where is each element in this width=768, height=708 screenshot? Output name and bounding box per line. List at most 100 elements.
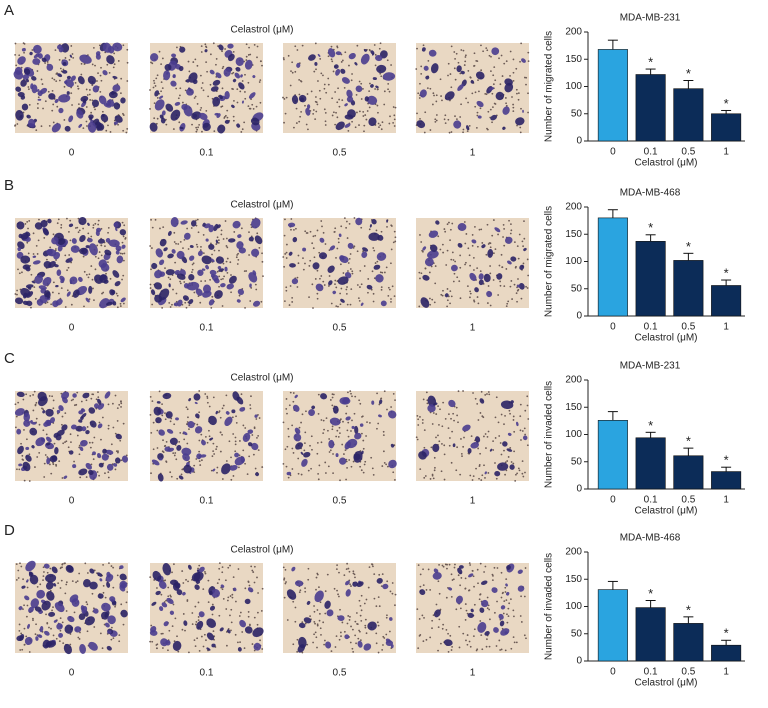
cell	[314, 590, 324, 603]
pore	[420, 272, 423, 275]
cell	[27, 286, 32, 290]
pore	[182, 582, 185, 584]
cell	[22, 74, 30, 80]
cell	[149, 122, 158, 132]
pore	[347, 567, 350, 570]
pore	[114, 394, 117, 397]
pore	[390, 298, 392, 300]
cell	[292, 404, 300, 412]
pore	[149, 245, 152, 247]
pore	[338, 571, 340, 574]
pore	[379, 271, 382, 274]
pore	[335, 435, 338, 438]
pore	[232, 433, 235, 435]
cell	[251, 248, 260, 257]
pore	[32, 253, 35, 255]
error-bar	[721, 279, 732, 286]
pore	[149, 640, 152, 643]
pore	[226, 257, 229, 260]
pore	[287, 427, 290, 430]
pore	[230, 291, 232, 294]
pore	[512, 58, 515, 61]
pore	[417, 647, 420, 650]
cell	[100, 611, 109, 620]
significance-mark: *	[648, 220, 653, 235]
cell	[54, 602, 65, 613]
pore	[369, 82, 371, 85]
pore	[285, 398, 288, 400]
pore	[317, 478, 320, 481]
pore	[420, 241, 423, 243]
cell	[389, 617, 393, 621]
pore	[211, 455, 214, 458]
pore	[44, 100, 47, 103]
pore	[441, 564, 444, 567]
pore	[518, 469, 521, 472]
pore	[43, 237, 46, 239]
pore	[290, 70, 292, 73]
pore	[360, 609, 363, 612]
pore	[346, 303, 349, 306]
cell	[165, 411, 173, 419]
cell	[69, 54, 73, 58]
pore	[314, 234, 317, 237]
y-axis-label: Number of migrated cells	[544, 206, 555, 317]
pore	[301, 621, 304, 624]
pore	[66, 289, 69, 292]
pore	[196, 423, 199, 426]
cell	[100, 263, 110, 272]
pore	[449, 302, 451, 305]
pore	[511, 96, 513, 98]
cell	[112, 42, 123, 52]
pore	[257, 592, 259, 594]
pore	[199, 249, 202, 251]
pore	[286, 412, 288, 415]
pore	[416, 608, 419, 611]
cell	[373, 264, 381, 270]
cell	[504, 78, 513, 86]
pore	[452, 259, 455, 261]
cell	[69, 594, 79, 603]
pore	[80, 400, 83, 403]
pore	[312, 247, 315, 250]
pore	[316, 623, 319, 626]
pore	[380, 585, 383, 588]
pore	[465, 639, 467, 642]
cell	[17, 56, 26, 65]
cell	[46, 420, 52, 425]
pore	[112, 637, 115, 640]
pore	[230, 274, 232, 276]
cell	[346, 89, 353, 98]
pore	[40, 125, 43, 128]
pore	[182, 613, 185, 615]
pore	[453, 51, 456, 53]
pore	[505, 305, 508, 308]
pore	[377, 111, 379, 114]
cell	[180, 220, 188, 225]
pore	[431, 473, 434, 476]
pore	[186, 442, 189, 445]
pore	[329, 449, 332, 452]
pore	[477, 302, 480, 305]
pore	[481, 648, 484, 651]
pore	[118, 634, 121, 637]
pore	[32, 619, 34, 622]
pore	[495, 396, 498, 399]
pore	[160, 63, 163, 66]
cell	[519, 264, 525, 270]
pore	[216, 270, 219, 273]
pore	[393, 230, 396, 233]
pore	[344, 449, 347, 452]
pore	[97, 223, 100, 226]
pore	[522, 245, 524, 248]
cell	[469, 272, 477, 282]
pore	[474, 397, 477, 400]
cell	[81, 426, 87, 432]
pore	[484, 477, 486, 479]
pore	[171, 625, 174, 628]
cell	[233, 587, 237, 592]
pore	[218, 578, 221, 581]
pore	[97, 219, 100, 222]
cell	[295, 442, 303, 450]
pore	[18, 629, 21, 632]
